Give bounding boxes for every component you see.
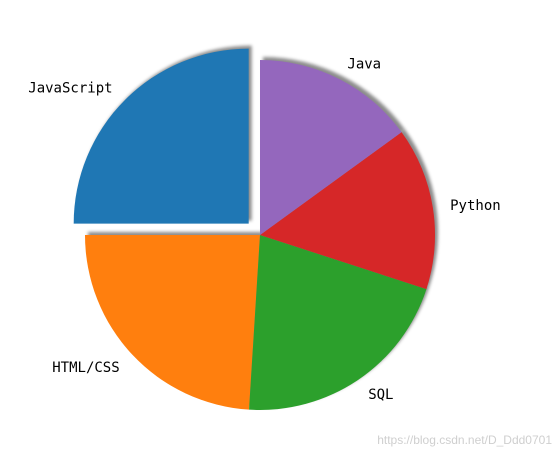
slice-java [260,60,402,235]
slice-label-javascript: JavaScript [28,81,112,97]
slice-html-css [85,235,260,410]
slice-labels: JavaScript HTML/CSS SQL Python Java [28,56,500,403]
watermark: https://blog.csdn.net/D_Ddd0701 [377,433,552,447]
slice-python [260,132,435,290]
slice-label-java: Java [347,56,381,72]
slice-javascript [73,48,249,224]
slice-label-sql: SQL [368,387,393,403]
slice-sql [249,235,427,410]
slices [73,48,435,410]
slice-label-python: Python [450,198,501,214]
slice-label-html-css: HTML/CSS [52,360,119,376]
